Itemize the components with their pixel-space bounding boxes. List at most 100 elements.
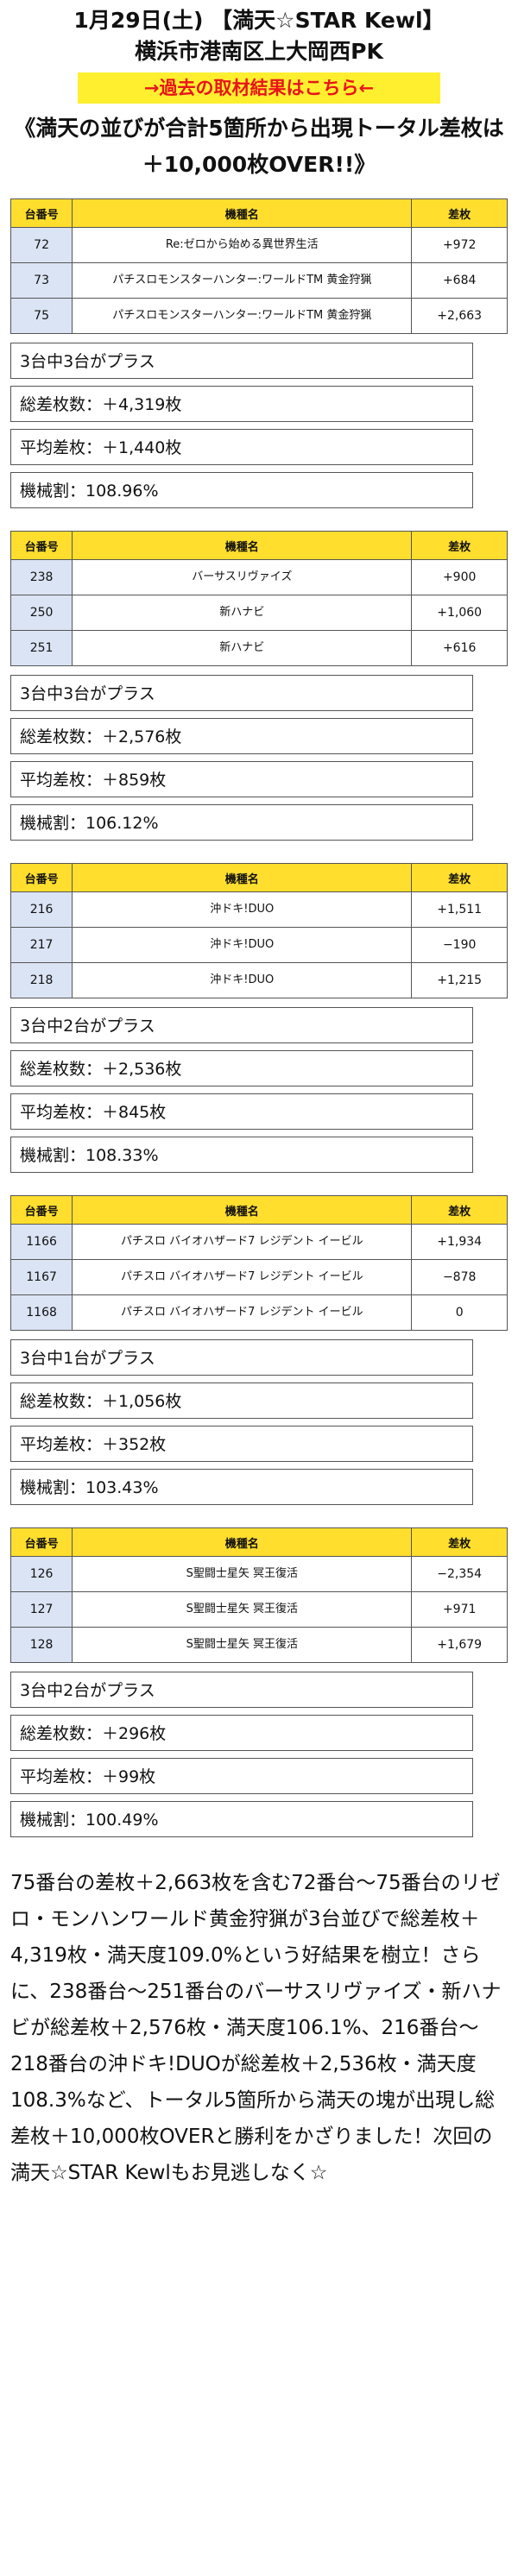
machine-number: 73 xyxy=(9,262,73,299)
summary-total-diff: 総差枚数：＋2,576枚 xyxy=(10,718,473,754)
difference-value: +900 xyxy=(411,559,508,595)
machine-model: S聖闘士星矢 冥王復活 xyxy=(72,1556,413,1592)
summary-average-diff: 平均差枚：＋352枚 xyxy=(10,1426,473,1462)
machine-model: 沖ドキ!DUO xyxy=(72,891,413,928)
difference-value: +1,511 xyxy=(411,891,508,928)
machine-group: 台番号 機種名 差枚 1166 パチスロ バイオハザード7 レジデント イービル +1,9… xyxy=(9,1195,508,1505)
summary-plus-count: 3台中3台がプラス xyxy=(10,675,473,711)
table-row: 216 沖ドキ!DUO +1,511 xyxy=(9,891,508,928)
machine-number: 216 xyxy=(9,891,73,928)
difference-value: +684 xyxy=(411,262,508,299)
column-header-no: 台番号 xyxy=(9,531,73,560)
machine-number: 251 xyxy=(9,630,73,666)
column-header-no: 台番号 xyxy=(9,1527,73,1557)
machine-number: 218 xyxy=(9,962,73,998)
summary-payout-rate: 機械割：100.49% xyxy=(10,1801,473,1837)
machine-model: 新ハナビ xyxy=(72,630,413,666)
machine-model: 新ハナビ xyxy=(72,595,413,631)
difference-value: +972 xyxy=(411,227,508,263)
past-results-link[interactable]: →過去の取材結果はこちら← xyxy=(78,72,440,104)
summary-payout-rate: 機械割：108.33% xyxy=(10,1137,473,1173)
summary-plus-count: 3台中2台がプラス xyxy=(10,1007,473,1043)
machine-group: 台番号 機種名 差枚 72 Re:ゼロから始める異世界生活 +972 73 パチスロモンスター… xyxy=(9,198,508,508)
summary-average-diff: 平均差枚：＋99枚 xyxy=(10,1758,473,1794)
difference-value: +616 xyxy=(411,630,508,666)
machine-group: 台番号 機種名 差枚 216 沖ドキ!DUO +1,511 217 沖ドキ!DUO −190 21… xyxy=(9,863,508,1173)
machine-group: 台番号 機種名 差枚 238 バーサスリヴァイズ +900 250 新ハナビ +1,060 251… xyxy=(9,531,508,841)
summary-plus-count: 3台中2台がプラス xyxy=(10,1672,473,1708)
column-header-diff: 差枚 xyxy=(411,1195,508,1225)
difference-value: −878 xyxy=(411,1259,508,1295)
machine-number: 128 xyxy=(9,1627,73,1663)
table-row: 1166 パチスロ バイオハザード7 レジデント イービル +1,934 xyxy=(9,1224,508,1260)
summary-average-diff: 平均差枚：＋859枚 xyxy=(10,761,473,797)
difference-value: +1,679 xyxy=(411,1627,508,1663)
table-row: 73 パチスロモンスターハンター:ワールドTM 黄金狩猟 +684 xyxy=(9,262,508,299)
column-header-diff: 差枚 xyxy=(411,863,508,892)
machine-table: 台番号 機種名 差枚 126 S聖闘士星矢 冥王復活 −2,354 127 S聖闘士星矢 冥王… xyxy=(9,1527,508,1663)
machine-model: バーサスリヴァイズ xyxy=(72,559,413,595)
machine-table: 台番号 機種名 差枚 72 Re:ゼロから始める異世界生活 +972 73 パチスロモンスター… xyxy=(9,198,508,334)
machine-model: パチスロ バイオハザード7 レジデント イービル xyxy=(72,1224,413,1260)
machine-number: 72 xyxy=(9,227,73,263)
page-title-date-store: 1月29日(土) 【満天☆STAR Kewl】 xyxy=(73,8,445,33)
table-row: 238 バーサスリヴァイズ +900 xyxy=(9,559,508,595)
summary-total-diff: 総差枚数：＋2,536枚 xyxy=(10,1050,473,1086)
table-row: 1167 パチスロ バイオハザード7 レジデント イービル −878 xyxy=(9,1259,508,1295)
machine-number: 126 xyxy=(9,1556,73,1592)
machine-table: 台番号 機種名 差枚 238 バーサスリヴァイズ +900 250 新ハナビ +1,060 251… xyxy=(9,531,508,666)
table-row: 72 Re:ゼロから始める異世界生活 +972 xyxy=(9,227,508,263)
difference-value: −190 xyxy=(411,927,508,963)
headline: 《満天の並びが合計5箇所から出現トータル差枚は＋10,000枚OVER!!》 xyxy=(14,116,504,177)
column-header-no: 台番号 xyxy=(9,863,73,892)
machine-model: パチスロモンスターハンター:ワールドTM 黄金狩猟 xyxy=(72,298,413,334)
summary-payout-rate: 機械割：103.43% xyxy=(10,1469,473,1505)
column-header-model: 機種名 xyxy=(72,863,413,892)
machine-group: 台番号 機種名 差枚 126 S聖闘士星矢 冥王復活 −2,354 127 S聖闘士星矢 冥王… xyxy=(9,1527,508,1837)
column-header-no: 台番号 xyxy=(9,1195,73,1225)
difference-value: +971 xyxy=(411,1591,508,1628)
machine-number: 217 xyxy=(9,927,73,963)
summary-average-diff: 平均差枚：＋1,440枚 xyxy=(10,429,473,465)
machine-model: 沖ドキ!DUO xyxy=(72,927,413,963)
summary-plus-count: 3台中3台がプラス xyxy=(10,343,473,379)
difference-value: +1,934 xyxy=(411,1224,508,1260)
machine-number: 1167 xyxy=(9,1259,73,1295)
table-header-row: 台番号 機種名 差枚 xyxy=(9,531,508,560)
table-row: 1168 パチスロ バイオハザード7 レジデント イービル 0 xyxy=(9,1294,508,1331)
table-row: 75 パチスロモンスターハンター:ワールドTM 黄金狩猟 +2,663 xyxy=(9,298,508,334)
summary-average-diff: 平均差枚：＋845枚 xyxy=(10,1093,473,1130)
table-header-row: 台番号 機種名 差枚 xyxy=(9,198,508,228)
table-header-row: 台番号 機種名 差枚 xyxy=(9,863,508,892)
column-header-diff: 差枚 xyxy=(411,198,508,228)
machine-number: 1168 xyxy=(9,1294,73,1331)
table-row: 217 沖ドキ!DUO −190 xyxy=(9,927,508,963)
machine-model: パチスロ バイオハザード7 レジデント イービル xyxy=(72,1259,413,1295)
summary-total-diff: 総差枚数：＋4,319枚 xyxy=(10,386,473,422)
machine-table: 台番号 機種名 差枚 1166 パチスロ バイオハザード7 レジデント イービル +1,9… xyxy=(9,1195,508,1331)
machine-number: 238 xyxy=(9,559,73,595)
column-header-diff: 差枚 xyxy=(411,1527,508,1557)
machine-model: パチスロ バイオハザード7 レジデント イービル xyxy=(72,1294,413,1331)
table-row: 250 新ハナビ +1,060 xyxy=(9,595,508,631)
column-header-no: 台番号 xyxy=(9,198,73,228)
column-header-model: 機種名 xyxy=(72,198,413,228)
column-header-model: 機種名 xyxy=(72,1195,413,1225)
difference-value: +1,060 xyxy=(411,595,508,631)
table-row: 128 S聖闘士星矢 冥王復活 +1,679 xyxy=(9,1627,508,1663)
machine-model: パチスロモンスターハンター:ワールドTM 黄金狩猟 xyxy=(72,262,413,299)
machine-number: 250 xyxy=(9,595,73,631)
machine-number: 75 xyxy=(9,298,73,334)
column-header-model: 機種名 xyxy=(72,1527,413,1557)
page-title-location: 横浜市港南区上大岡西PK xyxy=(135,39,383,64)
machine-model: S聖闘士星矢 冥王復活 xyxy=(72,1591,413,1628)
result-groups: 台番号 機種名 差枚 72 Re:ゼロから始める異世界生活 +972 73 パチスロモンスター… xyxy=(9,198,508,1837)
machine-model: 沖ドキ!DUO xyxy=(72,962,413,998)
difference-value: −2,354 xyxy=(411,1556,508,1592)
summary-payout-rate: 機械割：108.96% xyxy=(10,472,473,508)
summary-plus-count: 3台中1台がプラス xyxy=(10,1339,473,1376)
difference-value: 0 xyxy=(411,1294,508,1331)
machine-number: 127 xyxy=(9,1591,73,1628)
summary-total-diff: 総差枚数：＋296枚 xyxy=(10,1715,473,1751)
column-header-model: 機種名 xyxy=(72,531,413,560)
